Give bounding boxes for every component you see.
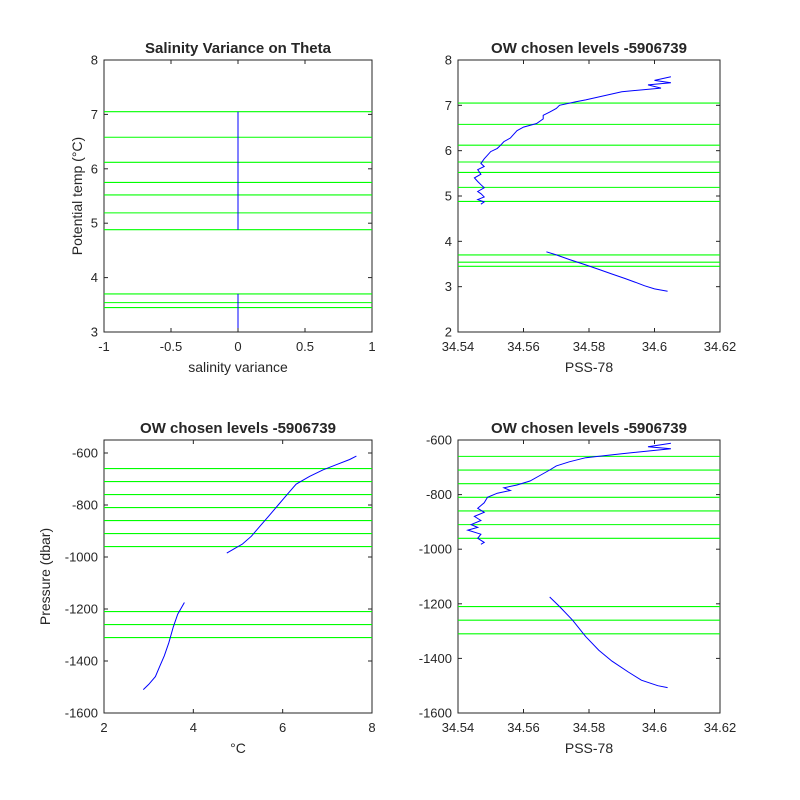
y-tick-label: -1600 [65,706,98,721]
y-tick-label: -1200 [65,602,98,617]
y-tick-label: -1000 [65,550,98,565]
profile-line [549,596,668,689]
y-tick-label: -1400 [419,651,452,666]
y-axis-label: Potential temp (°C) [69,137,85,255]
chart-title: Salinity Variance on Theta [145,40,332,57]
x-tick-label: 0.5 [296,339,314,354]
x-tick-label: 34.62 [704,720,737,735]
y-tick-label: 2 [445,325,452,340]
y-tick-label: -800 [72,498,98,513]
x-tick-label: 4 [190,720,197,735]
y-tick-label: -1200 [419,596,452,611]
x-tick-label: 8 [368,720,375,735]
profile-line [546,251,668,292]
y-tick-label: -1000 [419,542,452,557]
chart-panel-3: 2 4 6 8 -1600 -1400 -1200 -1000 -800 -600 OW chose… [37,420,376,756]
chart-panel-1: -1 -0.5 0 0.5 1 3 4 5 6 7 8 Salinity Variance on Th… [69,40,376,375]
chart-title: OW chosen levels -5906739 [491,40,687,57]
x-axis-label: °C [230,740,246,756]
x-tick-label: 0 [234,339,241,354]
y-tick-label: -1600 [419,706,452,721]
x-tick-label: 34.6 [642,720,667,735]
x-tick-label: 2 [100,720,107,735]
x-tick-label: 1 [368,339,375,354]
y-tick-label: 4 [91,270,98,285]
x-axis-label: PSS-78 [565,359,613,375]
x-tick-label: 34.54 [442,720,475,735]
x-tick-label: 34.58 [573,339,606,354]
chart-title: OW chosen levels -5906739 [140,420,336,437]
plot-area [457,59,721,333]
x-tick-label: 6 [279,720,286,735]
x-tick-label: -1 [98,339,110,354]
x-axis-label: salinity variance [188,359,288,375]
y-tick-label: 5 [445,189,452,204]
profile-line [466,442,671,545]
y-tick-label: 8 [91,53,98,68]
y-tick-label: -1400 [65,654,98,669]
y-tick-label: -600 [426,433,452,448]
y-tick-label: 8 [445,53,452,68]
x-tick-label: 34.56 [507,339,540,354]
profile-line [473,76,672,205]
chart-title: OW chosen levels -5906739 [491,420,687,437]
chart-panel-4: 34.54 34.56 34.58 34.6 34.62 -1600 -1400 -1200 -… [419,420,737,756]
chart-panel-2: 34.54 34.56 34.58 34.6 34.62 2 3 4 5 6 7 8 OW chosen… [442,40,737,375]
y-tick-label: 3 [91,325,98,340]
x-axis-label: PSS-78 [565,740,613,756]
y-tick-label: 3 [445,279,452,294]
x-tick-label: 34.54 [442,339,475,354]
x-tick-label: -0.5 [160,339,182,354]
x-tick-label: 34.58 [573,720,606,735]
x-tick-label: 34.6 [642,339,667,354]
y-tick-label: 6 [91,161,98,176]
y-tick-label: 4 [445,234,452,249]
y-tick-label: 5 [91,216,98,231]
x-tick-label: 34.56 [507,720,540,735]
y-tick-label: 7 [91,107,98,122]
profile-line [226,455,357,554]
y-tick-label: 6 [445,143,452,158]
y-axis-label: Pressure (dbar) [37,528,53,625]
plot-area [457,439,721,714]
x-tick-label: 34.62 [704,339,737,354]
y-tick-label: 7 [445,98,452,113]
plot-area [103,439,373,714]
y-tick-label: -600 [72,446,98,461]
y-tick-label: -800 [426,487,452,502]
profile-line [142,602,185,690]
